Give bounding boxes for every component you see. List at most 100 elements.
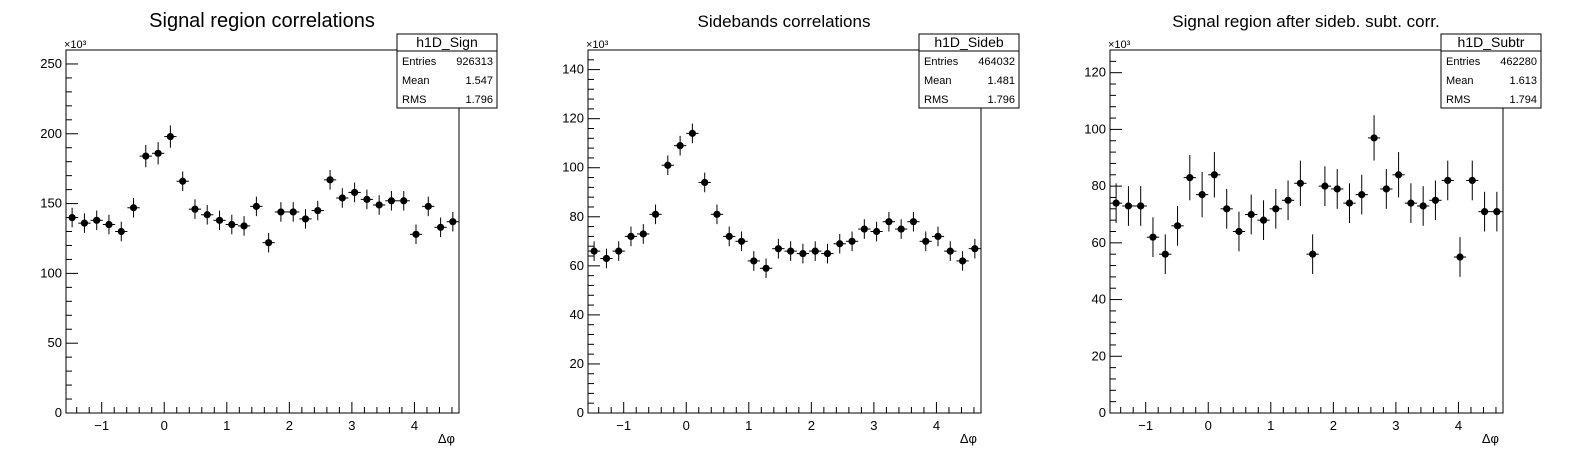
- data-marker: [1235, 227, 1243, 236]
- y-tick-label: 60: [1092, 235, 1106, 250]
- y-tick-label: 150: [40, 196, 62, 211]
- y-tick-label: 120: [1084, 65, 1106, 80]
- data-point: [1171, 205, 1184, 246]
- y-tick-label: 80: [1092, 178, 1106, 193]
- data-point: [1417, 186, 1430, 226]
- data-point: [1441, 160, 1454, 201]
- data-marker: [301, 215, 310, 223]
- data-point: [673, 135, 687, 156]
- data-point: [422, 196, 435, 217]
- data-point: [1306, 234, 1319, 275]
- data-marker: [412, 230, 420, 238]
- data-marker: [1358, 191, 1366, 199]
- data-marker: [387, 197, 396, 205]
- data-marker: [326, 176, 334, 184]
- data-point: [710, 204, 724, 225]
- data-point: [637, 224, 650, 244]
- data-point: [1195, 171, 1209, 218]
- data-point: [176, 171, 189, 192]
- data-marker: [1210, 171, 1218, 179]
- y-tick-label: 100: [562, 160, 584, 175]
- data-point: [747, 251, 760, 271]
- data-marker: [80, 219, 89, 227]
- data-marker: [265, 239, 273, 247]
- data-marker: [375, 201, 383, 209]
- x-tick-label: 1: [223, 418, 230, 433]
- data-point: [612, 241, 625, 261]
- data-marker: [1321, 182, 1329, 190]
- y-multiplier-label: ×10³: [64, 39, 87, 51]
- data-point: [968, 238, 981, 259]
- data-marker: [737, 237, 746, 245]
- data-marker: [1419, 202, 1427, 210]
- y-tick-label: 20: [570, 356, 584, 371]
- x-tick-label: 4: [1455, 418, 1462, 433]
- data-point: [1343, 183, 1356, 223]
- data-marker: [400, 197, 408, 205]
- stats-row-label: Mean: [402, 75, 430, 87]
- stats-row-label: RMS: [402, 94, 426, 106]
- data-marker: [1112, 199, 1120, 207]
- data-marker: [1259, 216, 1268, 224]
- data-marker: [811, 247, 819, 255]
- data-point: [90, 210, 103, 231]
- x-tick-label: 0: [683, 418, 690, 433]
- data-marker: [252, 202, 260, 210]
- data-marker: [1272, 205, 1280, 213]
- data-point: [1294, 160, 1307, 206]
- data-marker: [1431, 196, 1440, 204]
- data-marker: [1198, 191, 1206, 199]
- plot-frame: [587, 49, 982, 414]
- data-point: [649, 204, 662, 225]
- data-marker: [958, 257, 967, 265]
- data-marker: [872, 227, 881, 236]
- data-point: [1159, 234, 1172, 275]
- data-marker: [664, 161, 672, 169]
- data-point: [188, 199, 202, 219]
- data-marker: [934, 232, 942, 241]
- data-marker: [1382, 185, 1390, 193]
- data-point: [772, 238, 785, 259]
- data-point: [1453, 237, 1467, 277]
- data-marker: [203, 211, 211, 219]
- data-marker: [363, 195, 371, 203]
- data-point: [1429, 180, 1442, 221]
- y-tick-label: 120: [562, 111, 584, 126]
- data-marker: [713, 210, 721, 218]
- data-point: [1232, 211, 1246, 252]
- x-tick-label: 0: [161, 418, 168, 433]
- stats-row-label: Entries: [924, 56, 959, 68]
- data-point: [796, 243, 810, 264]
- data-marker: [1309, 250, 1317, 258]
- stats-box-frame: [1440, 33, 1542, 109]
- data-marker: [897, 225, 905, 233]
- chart-panel-1: Signal region correlations 0 50 100 150 200 25…: [40, 10, 498, 446]
- data-marker: [68, 213, 76, 222]
- data-point: [385, 191, 398, 211]
- data-marker: [1333, 185, 1341, 193]
- data-marker: [823, 249, 832, 258]
- data-marker: [922, 237, 930, 245]
- data-marker: [787, 247, 795, 255]
- data-marker: [191, 205, 199, 213]
- data-marker: [701, 178, 709, 187]
- data-point: [895, 219, 908, 239]
- data-marker: [627, 232, 635, 241]
- x-tick-label: 0: [1205, 418, 1212, 433]
- data-point: [931, 226, 945, 247]
- stats-box-name: h1D_Sideb: [934, 34, 1003, 50]
- data-point: [299, 209, 312, 229]
- data-marker: [848, 237, 856, 245]
- data-marker: [885, 218, 893, 226]
- data-marker: [350, 188, 359, 197]
- data-marker: [228, 220, 236, 229]
- data-marker: [1247, 210, 1255, 219]
- data-marker: [909, 218, 918, 226]
- data-point: [587, 241, 601, 261]
- data-point: [397, 191, 410, 211]
- data-point: [1134, 186, 1147, 226]
- y-multiplier-label: ×10³: [1108, 39, 1131, 51]
- chart-title: Signal region correlations: [149, 10, 375, 32]
- data-point: [723, 226, 736, 247]
